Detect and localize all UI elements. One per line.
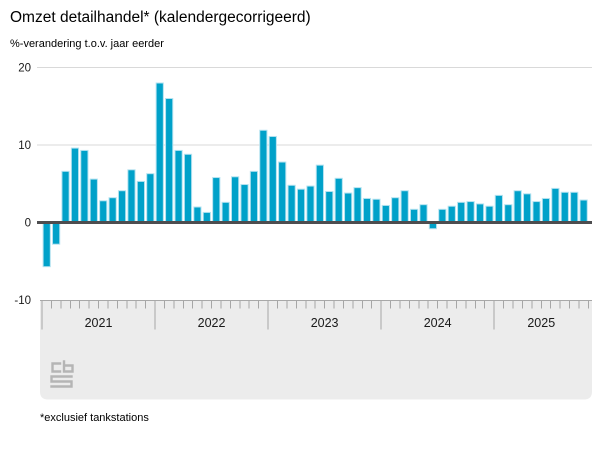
bar-2025-02 [504, 204, 513, 223]
bar-2024-12 [485, 205, 494, 224]
bar-2023-05 [306, 185, 315, 224]
bar-2023-07 [325, 191, 334, 223]
bar-2022-12 [259, 129, 268, 224]
bar-series [37, 82, 592, 268]
bar-2021-01 [42, 222, 51, 268]
bar-2021-10 [127, 169, 136, 224]
bar-2021-07 [99, 200, 108, 224]
bar-2023-10 [353, 187, 362, 224]
bar-2025-03 [513, 190, 522, 223]
bar-2022-07 [212, 177, 221, 224]
chart-subtitle: %-verandering t.o.v. jaar eerder [10, 38, 164, 50]
bar-2022-03 [174, 149, 183, 224]
bar-2023-03 [287, 184, 296, 224]
bar-2021-11 [136, 180, 146, 223]
bar-2024-03 [400, 190, 409, 223]
bar-2021-02 [52, 222, 61, 245]
bar-2023-11 [362, 197, 372, 224]
bar-2022-05 [193, 206, 202, 223]
bar-2021-06 [89, 178, 98, 224]
y-axis-labels: 20 10 0 -10 [14, 63, 31, 308]
gridlines [37, 67, 592, 146]
bar-2023-06 [315, 164, 324, 223]
bar-2024-01 [381, 204, 390, 223]
x-axis: 2021 2022 2023 2024 2025 [40, 299, 592, 400]
bar-2024-08 [447, 205, 456, 224]
chart-title: Omzet detailhandel* (kalendergecorrigeer… [10, 9, 311, 26]
bar-2023-12 [372, 198, 381, 223]
year-label: 2022 [198, 316, 226, 330]
bar-2022-11 [249, 170, 259, 224]
bar-2025-04 [523, 193, 532, 224]
x-axis-panel [40, 300, 592, 400]
year-label: 2025 [527, 316, 555, 330]
bar-2021-05 [80, 149, 89, 224]
bar-2021-09 [117, 190, 127, 223]
bar-2021-12 [146, 173, 155, 223]
y-axis-tick-label: 20 [18, 63, 31, 75]
bar-2024-05 [419, 204, 428, 223]
y-axis-tick-label: 10 [18, 140, 31, 152]
bar-2022-08 [221, 201, 230, 224]
bar-2025-01 [494, 194, 503, 224]
bar-2022-01 [155, 82, 164, 223]
footnote: *exclusief tankstations [40, 412, 149, 424]
bar-2023-02 [278, 161, 287, 224]
bar-2022-04 [183, 153, 193, 223]
y-axis-tick-label: -10 [14, 295, 31, 307]
bar-2021-03 [61, 170, 70, 224]
year-label: 2023 [311, 316, 339, 330]
bar-2025-06 [541, 197, 551, 224]
bar-2021-08 [108, 197, 117, 223]
bar-2022-09 [231, 176, 240, 224]
bar-2025-09 [570, 191, 579, 223]
bar-2025-08 [560, 191, 569, 223]
year-label: 2024 [424, 316, 452, 330]
bar-2024-11 [475, 203, 485, 223]
bar-2024-09 [457, 201, 466, 224]
cbs-logo-icon [50, 360, 74, 388]
bar-2022-06 [202, 211, 211, 224]
bar-2024-07 [438, 208, 447, 223]
bar-2024-02 [391, 197, 400, 223]
bar-2025-10 [579, 199, 588, 223]
year-label: 2021 [85, 316, 113, 330]
bar-2022-02 [165, 98, 174, 223]
bar-2024-10 [466, 201, 475, 224]
bar-2024-04 [409, 208, 419, 223]
bar-2022-10 [240, 184, 249, 224]
bar-2023-04 [296, 188, 306, 223]
bar-2021-04 [70, 147, 80, 224]
bar-2023-01 [268, 135, 277, 223]
bar-2023-09 [344, 192, 353, 224]
bar-2025-05 [532, 201, 541, 224]
y-axis-tick-label: 0 [25, 218, 31, 230]
bar-2023-08 [334, 177, 343, 224]
bar-2025-07 [551, 187, 560, 223]
